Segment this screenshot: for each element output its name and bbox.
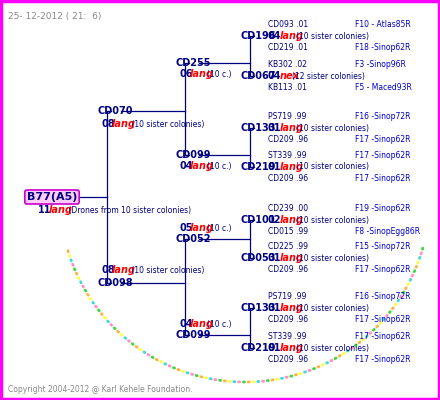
Text: lang: lang: [190, 161, 214, 171]
Text: (10 c.): (10 c.): [207, 70, 231, 78]
Text: F19 -Sinop62R: F19 -Sinop62R: [355, 204, 411, 213]
Text: KB302 .02: KB302 .02: [268, 60, 307, 69]
Text: 05: 05: [179, 223, 193, 233]
Text: CD255: CD255: [175, 58, 211, 68]
Text: CD209 .96: CD209 .96: [268, 315, 308, 324]
Text: nex: nex: [279, 71, 299, 81]
Text: CD209 .96: CD209 .96: [268, 265, 308, 274]
Text: (10 c.): (10 c.): [207, 224, 231, 232]
Text: lang: lang: [190, 223, 214, 233]
Text: F17 -Sinop62R: F17 -Sinop62R: [355, 151, 411, 160]
Text: (10 c.): (10 c.): [207, 320, 231, 328]
Text: 08: 08: [101, 265, 115, 275]
Text: CD015 .99: CD015 .99: [268, 227, 308, 236]
Text: CD099: CD099: [175, 150, 211, 160]
Text: CD098: CD098: [97, 278, 133, 288]
Text: CD133: CD133: [240, 123, 276, 133]
Text: CD209 .96: CD209 .96: [268, 355, 308, 364]
Text: 04: 04: [179, 161, 193, 171]
Text: F16 -Sinop72R: F16 -Sinop72R: [355, 112, 411, 121]
Text: CD219 .01: CD219 .01: [268, 43, 308, 52]
Text: CD052: CD052: [175, 234, 211, 244]
Text: F17 -Sinop62R: F17 -Sinop62R: [355, 355, 411, 364]
Text: F17 -Sinop62R: F17 -Sinop62R: [355, 315, 411, 324]
Text: lang: lang: [49, 205, 73, 215]
Text: CD239 .00: CD239 .00: [268, 204, 308, 213]
Text: CD070: CD070: [97, 106, 133, 116]
Text: 01: 01: [268, 303, 282, 313]
Text: (12 sister colonies): (12 sister colonies): [292, 72, 365, 80]
Text: (10 sister colonies): (10 sister colonies): [296, 216, 369, 224]
Text: lang: lang: [190, 319, 214, 329]
Text: CD219: CD219: [240, 162, 276, 172]
Text: 01: 01: [268, 123, 282, 133]
Text: lang: lang: [112, 119, 136, 129]
Text: F17 -Sinop62R: F17 -Sinop62R: [355, 332, 411, 341]
Text: F17 -Sinop62R: F17 -Sinop62R: [355, 135, 411, 144]
Text: CD209 .96: CD209 .96: [268, 135, 308, 144]
Text: 02: 02: [268, 215, 282, 225]
Text: F8 -SinopEgg86R: F8 -SinopEgg86R: [355, 227, 420, 236]
Text: (10 sister colonies): (10 sister colonies): [296, 304, 369, 312]
Text: CD101: CD101: [240, 215, 276, 225]
Text: CD219: CD219: [240, 343, 276, 353]
Text: CD093 .01: CD093 .01: [268, 20, 308, 29]
Text: F17 -Sinop62R: F17 -Sinop62R: [355, 265, 411, 274]
Text: (10 sister colonies): (10 sister colonies): [296, 344, 369, 352]
Text: 04: 04: [268, 31, 282, 41]
Text: lang: lang: [112, 265, 136, 275]
Text: KB113 .01: KB113 .01: [268, 83, 307, 92]
Text: 04: 04: [179, 319, 193, 329]
Text: (10 sister colonies): (10 sister colonies): [129, 266, 204, 274]
Text: ST339 .99: ST339 .99: [268, 151, 307, 160]
Text: 04: 04: [268, 71, 282, 81]
Text: (10 sister colonies): (10 sister colonies): [296, 254, 369, 262]
Text: (Drones from 10 sister colonies): (Drones from 10 sister colonies): [66, 206, 191, 214]
Text: CD053: CD053: [240, 253, 276, 263]
Text: F16 -Sinop72R: F16 -Sinop72R: [355, 292, 411, 301]
Text: lang: lang: [279, 253, 303, 263]
Text: (10 sister colonies): (10 sister colonies): [296, 162, 369, 172]
Text: CD099: CD099: [175, 330, 211, 340]
Text: B77(A5): B77(A5): [27, 192, 77, 202]
Text: (10 sister colonies): (10 sister colonies): [129, 120, 204, 128]
Text: lang: lang: [279, 343, 303, 353]
Text: F5 - Maced93R: F5 - Maced93R: [355, 83, 412, 92]
Text: F15 -Sinop72R: F15 -Sinop72R: [355, 242, 411, 251]
Text: PS719 .99: PS719 .99: [268, 292, 306, 301]
Text: 01: 01: [268, 343, 282, 353]
Text: CD067: CD067: [240, 71, 276, 81]
Text: F18 -Sinop62R: F18 -Sinop62R: [355, 43, 411, 52]
Text: (10 sister colonies): (10 sister colonies): [296, 32, 369, 40]
Text: 08: 08: [101, 119, 115, 129]
Text: F10 - Atlas85R: F10 - Atlas85R: [355, 20, 411, 29]
Text: (10 sister colonies): (10 sister colonies): [296, 124, 369, 132]
Text: lang: lang: [279, 31, 303, 41]
Text: 11: 11: [38, 205, 51, 215]
Text: 01: 01: [268, 162, 282, 172]
Text: lang: lang: [279, 215, 303, 225]
Text: F17 -Sinop62R: F17 -Sinop62R: [355, 174, 411, 183]
Text: PS719 .99: PS719 .99: [268, 112, 306, 121]
Text: lang: lang: [279, 162, 303, 172]
Text: F3 -Sinop96R: F3 -Sinop96R: [355, 60, 406, 69]
Text: CD196: CD196: [240, 31, 276, 41]
Text: CD133: CD133: [240, 303, 276, 313]
Text: lang: lang: [190, 69, 214, 79]
Text: 01: 01: [268, 253, 282, 263]
Text: ST339 .99: ST339 .99: [268, 332, 307, 341]
Text: lang: lang: [279, 123, 303, 133]
Text: lang: lang: [279, 303, 303, 313]
Text: (10 c.): (10 c.): [207, 162, 231, 170]
Text: CD225 .99: CD225 .99: [268, 242, 308, 251]
Text: 06: 06: [179, 69, 193, 79]
Text: CD209 .96: CD209 .96: [268, 174, 308, 183]
Text: Copyright 2004-2012 @ Karl Kehele Foundation.: Copyright 2004-2012 @ Karl Kehele Founda…: [8, 385, 193, 394]
Text: 25- 12-2012 ( 21:  6): 25- 12-2012 ( 21: 6): [8, 12, 101, 21]
